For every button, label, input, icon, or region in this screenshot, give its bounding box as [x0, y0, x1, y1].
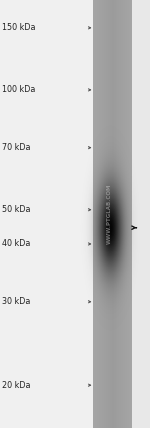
Bar: [0, 0, 93, 428]
Text: WWW.PTGLAB.COM: WWW.PTGLAB.COM: [107, 184, 112, 244]
Text: 150 kDa: 150 kDa: [2, 23, 35, 33]
Text: 70 kDa: 70 kDa: [2, 143, 30, 152]
Text: 20 kDa: 20 kDa: [2, 380, 30, 390]
Text: 50 kDa: 50 kDa: [2, 205, 30, 214]
Text: 40 kDa: 40 kDa: [2, 239, 30, 249]
Bar: [132, 0, 150, 428]
Text: 30 kDa: 30 kDa: [2, 297, 30, 306]
Text: 100 kDa: 100 kDa: [2, 85, 35, 95]
